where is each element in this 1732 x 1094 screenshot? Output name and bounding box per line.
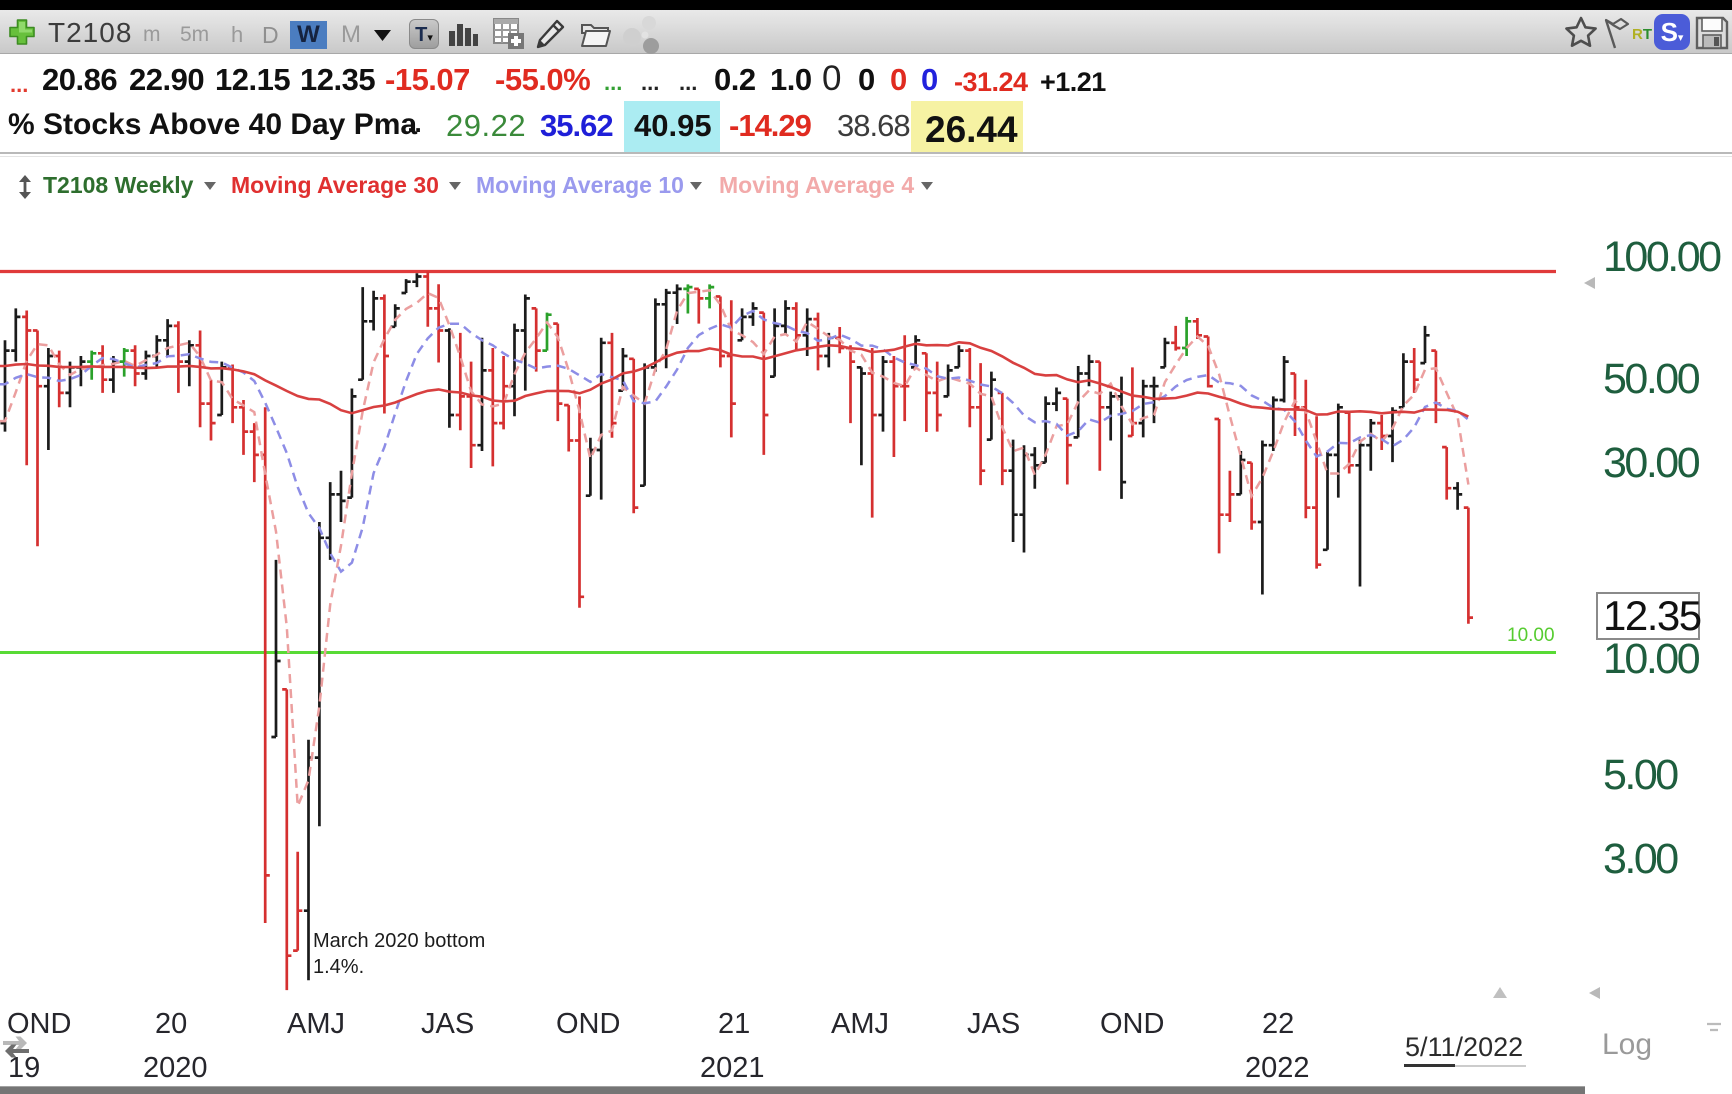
svg-text:March 2020 bottom: March 2020 bottom	[313, 930, 485, 952]
svg-text:10.00: 10.00	[1507, 625, 1555, 646]
svg-text:1.4%.: 1.4%.	[313, 956, 364, 978]
